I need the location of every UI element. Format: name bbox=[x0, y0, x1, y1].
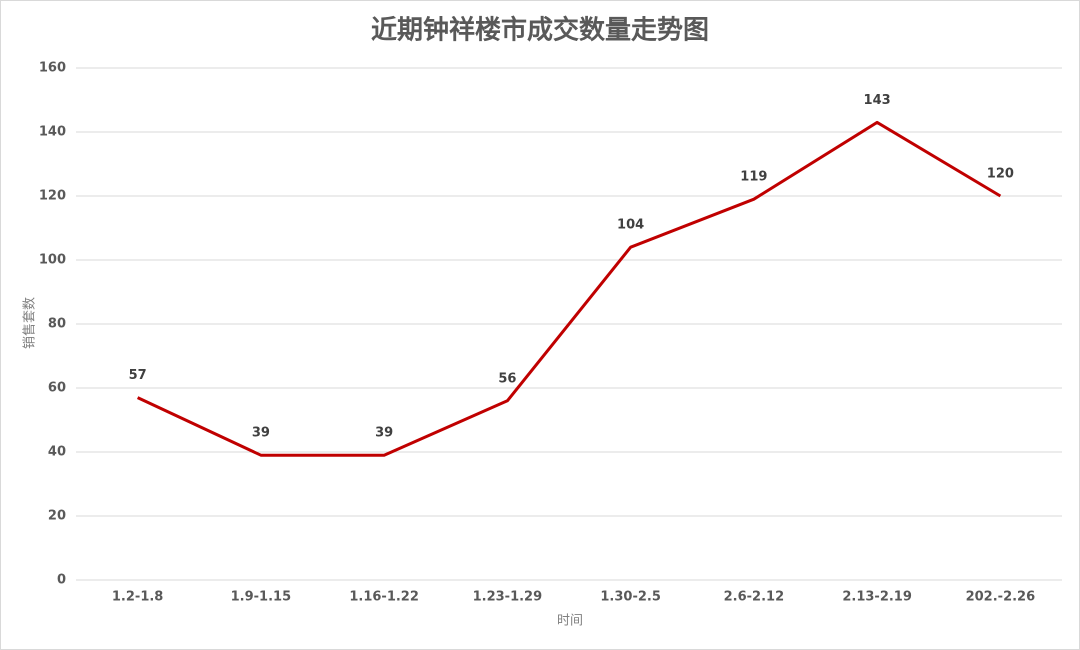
y-tick-label: 40 bbox=[48, 445, 66, 460]
x-tick-label: 1.2-1.8 bbox=[112, 590, 163, 605]
x-tick-label: 1.16-1.22 bbox=[349, 590, 419, 605]
y-tick-label: 80 bbox=[48, 317, 66, 332]
y-tick-label: 100 bbox=[39, 253, 66, 268]
data-label: 39 bbox=[252, 426, 270, 441]
x-tick-label: 2.13-2.19 bbox=[842, 590, 912, 605]
x-tick-label: 1.30-2.5 bbox=[600, 590, 661, 605]
data-label: 104 bbox=[617, 218, 644, 233]
y-tick-label: 60 bbox=[48, 381, 66, 396]
data-label: 143 bbox=[864, 93, 891, 108]
data-label: 39 bbox=[375, 426, 393, 441]
y-tick-label: 120 bbox=[39, 189, 66, 204]
data-label: 119 bbox=[740, 170, 767, 185]
y-tick-label: 0 bbox=[57, 573, 66, 588]
x-tick-label: 1.23-1.29 bbox=[473, 590, 543, 605]
y-tick-label: 20 bbox=[48, 509, 66, 524]
x-tick-label: 202.-2.26 bbox=[966, 590, 1036, 605]
chart-title: 近期钟祥楼市成交数量走势图 bbox=[371, 15, 709, 46]
data-label: 57 bbox=[129, 368, 147, 383]
y-tick-label: 140 bbox=[39, 125, 66, 140]
y-axis-label: 销售套数 bbox=[22, 297, 38, 349]
y-tick-label: 160 bbox=[39, 61, 66, 76]
data-label: 120 bbox=[987, 167, 1014, 182]
line bbox=[136, 120, 1002, 457]
x-tick-label: 1.9-1.15 bbox=[231, 590, 292, 605]
x-axis-label: 时间 bbox=[557, 614, 583, 629]
data-label: 56 bbox=[498, 371, 516, 386]
x-tick-label: 2.6-2.12 bbox=[724, 590, 785, 605]
